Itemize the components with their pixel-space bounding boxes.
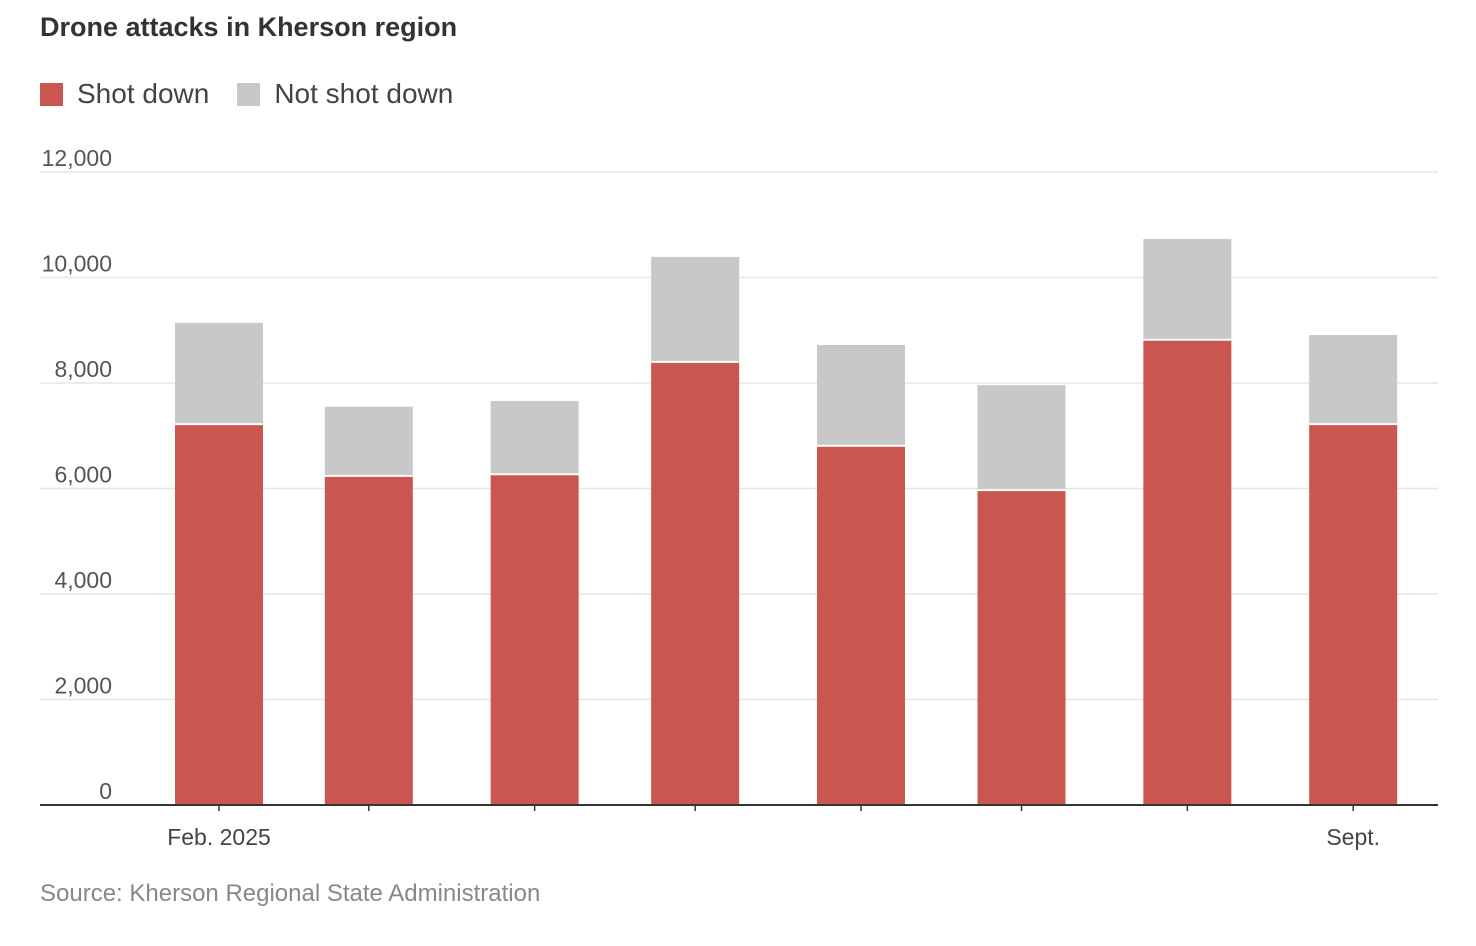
legend-label: Not shot down <box>274 78 454 109</box>
bar-not-shot-down <box>651 256 740 362</box>
bar-shot-down <box>1143 339 1232 805</box>
chart-title: Drone attacks in Kherson region <box>40 12 458 42</box>
y-tick-label: 8,000 <box>54 356 112 382</box>
source-note: Source: Kherson Regional State Administr… <box>40 880 541 907</box>
x-tick-label: Sept. <box>1326 824 1380 850</box>
bar-not-shot-down <box>817 345 905 446</box>
y-tick-label: 12,000 <box>42 145 112 171</box>
legend: Shot down Not shot down <box>40 78 481 110</box>
bar-not-shot-down <box>977 385 1066 491</box>
bar-shot-down <box>1309 424 1398 805</box>
legend-swatch <box>40 82 63 106</box>
bar-not-shot-down <box>1143 238 1232 340</box>
y-tick-label: 6,000 <box>54 462 112 488</box>
y-tick-label: 4,000 <box>54 567 112 593</box>
legend-item-not-shot-down: Not shot down <box>237 78 453 110</box>
y-tick-label: 0 <box>99 778 112 804</box>
legend-swatch <box>237 82 261 106</box>
bar-not-shot-down <box>324 406 413 476</box>
x-tick-label: Feb. 2025 <box>167 824 271 850</box>
bar-shot-down <box>977 490 1066 805</box>
bar-shot-down <box>324 475 413 805</box>
bar-shot-down <box>651 361 740 805</box>
legend-label: Shot down <box>77 78 210 109</box>
legend-item-shot-down: Shot down <box>40 78 209 110</box>
bar-not-shot-down <box>1309 334 1398 425</box>
bar-shot-down <box>175 424 263 805</box>
bar-shot-down <box>817 445 905 805</box>
y-tick-label: 10,000 <box>42 251 112 277</box>
bar-shot-down <box>490 474 579 805</box>
y-tick-label: 2,000 <box>54 673 112 699</box>
bar-not-shot-down <box>175 322 263 425</box>
bar-not-shot-down <box>490 400 579 475</box>
